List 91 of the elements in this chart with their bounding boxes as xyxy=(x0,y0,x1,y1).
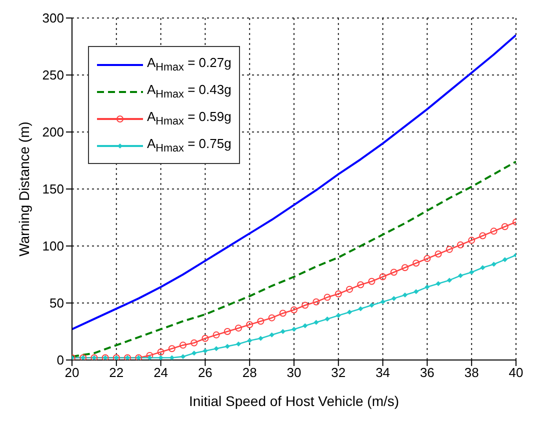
point xyxy=(357,281,364,288)
point xyxy=(324,294,331,301)
point xyxy=(257,318,264,325)
x-tick-label: 28 xyxy=(242,365,257,380)
point xyxy=(247,338,252,344)
point xyxy=(269,332,274,338)
point xyxy=(502,257,508,262)
point xyxy=(180,342,186,349)
x-tick-label: 24 xyxy=(154,365,168,380)
point xyxy=(324,316,330,322)
point xyxy=(280,329,286,334)
y-tick-label: 100 xyxy=(42,238,64,254)
point xyxy=(490,228,498,235)
x-axis-title: Initial Speed of Host Vehicle (m/s) xyxy=(188,393,400,409)
point xyxy=(501,223,508,230)
x-tick-label: 30 xyxy=(286,365,302,380)
point xyxy=(147,355,152,360)
point xyxy=(292,326,296,332)
point xyxy=(302,302,309,309)
point xyxy=(346,286,353,293)
x-tick-label: 38 xyxy=(464,365,479,380)
point xyxy=(380,299,386,304)
point xyxy=(424,284,430,290)
y-tick-label: 300 xyxy=(42,10,64,26)
point xyxy=(158,355,164,360)
line-series xyxy=(72,34,516,330)
point xyxy=(402,292,408,298)
y-axis-title: Warning Distance (m) xyxy=(16,122,32,256)
point xyxy=(224,328,231,335)
point xyxy=(479,232,486,240)
point xyxy=(446,246,453,253)
point xyxy=(214,346,219,352)
point xyxy=(391,296,396,301)
legend-label: A$_{Hmax}$ = 0.27g xyxy=(147,55,232,74)
point xyxy=(336,313,341,318)
point xyxy=(369,302,374,308)
point xyxy=(414,289,419,294)
point xyxy=(212,331,220,338)
point xyxy=(202,348,208,354)
x-tick-label: 20 xyxy=(64,365,80,380)
y-tick-label: 150 xyxy=(42,182,64,197)
point xyxy=(258,336,264,341)
point xyxy=(157,348,164,356)
point xyxy=(168,345,176,352)
point xyxy=(434,250,442,258)
x-tick-label: 36 xyxy=(420,365,434,380)
legend-label: A$_{Hmax}$ = 0.75g xyxy=(147,136,232,155)
point xyxy=(235,324,242,332)
point xyxy=(236,342,241,347)
legend-label: A$_{Hmax}$ = 0.59g xyxy=(147,109,232,128)
point xyxy=(169,355,174,360)
point xyxy=(379,273,386,280)
point xyxy=(491,262,496,267)
point xyxy=(314,320,319,325)
point xyxy=(468,236,476,244)
point xyxy=(180,354,186,360)
point xyxy=(458,273,463,278)
point xyxy=(446,278,452,283)
point xyxy=(334,290,342,298)
point xyxy=(358,306,364,312)
y-tick-label: 0 xyxy=(56,352,64,368)
point xyxy=(312,298,320,306)
point xyxy=(224,344,230,349)
point xyxy=(146,352,154,359)
point xyxy=(192,350,197,356)
point xyxy=(457,241,464,248)
y-tick-label: 50 xyxy=(50,296,64,311)
y-tick-label: 200 xyxy=(42,124,64,140)
x-tick-label: 22 xyxy=(109,365,124,380)
point xyxy=(302,323,308,328)
point xyxy=(290,306,298,314)
point xyxy=(469,270,474,275)
point xyxy=(402,264,408,272)
point xyxy=(424,255,431,262)
point xyxy=(480,265,486,270)
y-tick-label: 250 xyxy=(42,68,64,83)
x-tick-label: 34 xyxy=(376,365,390,380)
point xyxy=(347,310,352,315)
point xyxy=(368,278,376,285)
point xyxy=(268,314,276,322)
x-tick-label: 26 xyxy=(198,365,212,380)
point xyxy=(279,310,286,317)
x-tick-label: 32 xyxy=(331,365,346,380)
point xyxy=(246,321,254,328)
x-tick-label: 40 xyxy=(508,365,524,380)
point xyxy=(390,268,398,276)
point xyxy=(202,334,209,342)
point xyxy=(190,339,198,346)
point xyxy=(412,260,420,267)
legend-label: A$_{Hmax}$ = 0.43g xyxy=(147,82,232,101)
point xyxy=(436,281,441,286)
